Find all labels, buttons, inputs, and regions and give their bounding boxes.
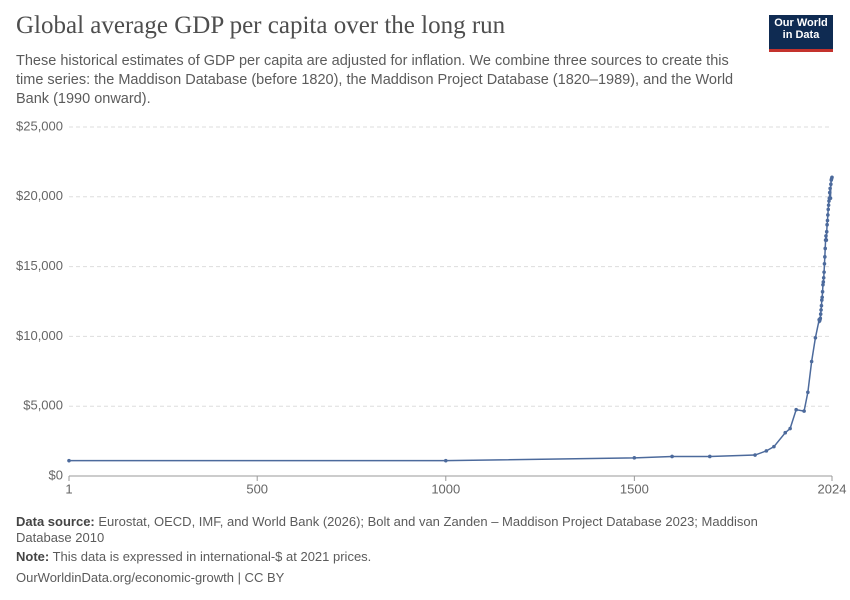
data-point [830,175,834,180]
logo-line: Our World [774,17,828,29]
data-point [825,222,829,227]
data-point [809,359,814,364]
data-point [443,458,448,463]
data-point [826,203,831,207]
data-point [806,390,810,395]
data-point [826,207,831,212]
chart-title: Global average GDP per capita over the l… [16,12,506,39]
x-tick-label: 2024 [818,481,847,496]
x-tick-label: 1000 [431,481,460,496]
data-point [829,182,833,187]
source: Data source: Eurostat, OECD, IMF, and Wo… [16,514,816,546]
data-point [820,298,824,302]
y-tick-label: $25,000 [16,118,63,133]
data-point [772,444,776,449]
data-point [821,275,826,280]
data-point [819,303,824,308]
note-text: This data is expressed in international-… [52,549,372,564]
logo[interactable]: Our World in Data [769,15,833,52]
data-point [820,295,824,300]
data-point [827,190,832,195]
data-point [818,316,823,321]
data-point [632,456,637,460]
footer[interactable]: OurWorldinData.org/economic-growth | CC … [16,570,285,585]
data-point [818,312,823,316]
data-point [826,213,830,217]
data-point [794,407,798,412]
data-point [707,454,712,459]
data-point [788,426,792,431]
series-line [69,177,833,462]
data-point [753,453,757,457]
data-point [822,262,827,266]
data-point [802,409,806,413]
data-point [823,246,828,251]
data-point [828,186,832,191]
y-tick-label: $0 [49,467,63,482]
y-tick-label: $20,000 [16,188,63,203]
y-tick-label: $10,000 [16,328,63,343]
x-tick-label: 1500 [620,481,649,496]
data-point [821,282,825,287]
y-tick-label: $5,000 [23,398,63,413]
source-text: Eurostat, OECD, IMF, and World Bank (202… [16,514,758,545]
data-point [764,449,769,453]
note-label: Note: [16,549,50,564]
data-point [821,280,826,284]
note: Note: This data is expressed in internat… [16,549,816,565]
data-point [822,270,826,274]
data-point [820,289,825,294]
data-point [824,238,829,242]
y-tick-label: $15,000 [16,258,63,273]
x-tick-label: 1 [65,481,72,496]
chart-subtitle: These historical estimates of GDP per ca… [16,53,734,107]
data-point [827,199,831,203]
source-label: Data source: [16,514,95,529]
data-point [670,454,674,459]
data-point [825,218,830,223]
data-point [824,229,829,234]
data-point [823,255,827,259]
x-tick-label: 500 [246,481,268,496]
data-point [783,430,788,435]
logo-line: in Data [782,29,820,41]
data-point [813,335,818,340]
data-point [828,196,833,200]
data-point [819,308,823,312]
data-point [824,234,828,238]
data-point [67,458,71,463]
